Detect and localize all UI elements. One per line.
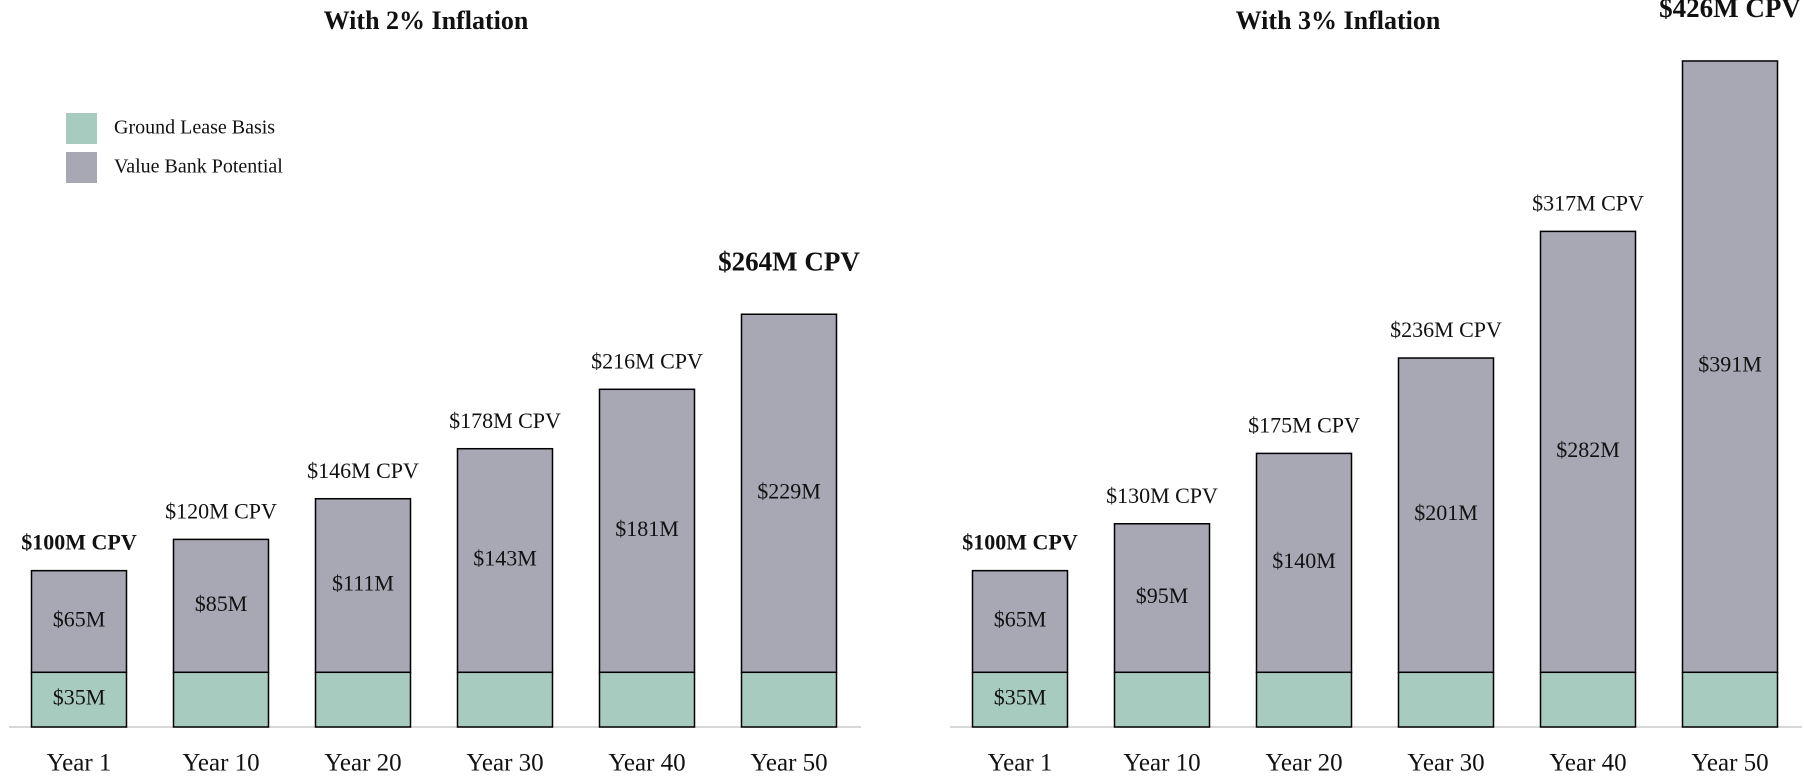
value-label: $85M <box>195 591 248 616</box>
bar-segment <box>456 671 554 728</box>
value-label: $111M <box>332 571 394 596</box>
total-label: $100M CPV <box>962 530 1078 555</box>
total-label: $317M CPV <box>1532 190 1644 215</box>
x-tick-label: Year 30 <box>466 750 543 777</box>
bar-segment <box>740 313 838 674</box>
chart-title: With 2% Inflation <box>324 6 529 35</box>
bar-segment <box>1113 523 1211 674</box>
total-label: $175M CPV <box>1248 412 1360 437</box>
bar-segment <box>30 569 128 674</box>
value-label: $391M <box>1698 352 1762 377</box>
value-label: $181M <box>615 516 679 541</box>
total-label: $216M CPV <box>591 348 703 373</box>
total-label: $100M CPV <box>21 530 137 555</box>
bar-segment <box>314 671 412 728</box>
value-label: $201M <box>1414 500 1478 525</box>
bar-segment <box>1681 671 1779 728</box>
bar-segment <box>1539 671 1637 728</box>
value-label: $65M <box>994 607 1047 632</box>
legend-label: Ground Lease Basis <box>114 117 275 139</box>
value-label: $229M <box>757 478 821 503</box>
bar-segment <box>1397 671 1495 728</box>
x-tick-label: Year 40 <box>608 750 685 777</box>
x-tick-label: Year 40 <box>1549 750 1626 777</box>
bar-segment <box>1539 230 1637 674</box>
x-tick-label: Year 20 <box>1265 750 1342 777</box>
bar-segment <box>598 388 696 674</box>
value-label: $282M <box>1556 437 1620 462</box>
bar-segment <box>172 538 270 674</box>
bar-segment <box>314 497 412 674</box>
total-label: $426M CPV <box>1659 0 1801 23</box>
bar-segment <box>1681 60 1779 674</box>
value-label: $35M <box>53 685 106 710</box>
bar-segment <box>1255 671 1353 728</box>
x-tick-label: Year 50 <box>750 750 827 777</box>
value-label: $140M <box>1272 548 1336 573</box>
bar-segment <box>1397 357 1495 674</box>
value-label: $143M <box>473 546 537 571</box>
bar-segment <box>456 447 554 674</box>
bar-segment <box>971 569 1069 674</box>
value-label: $65M <box>53 607 106 632</box>
x-tick-label: Year 1 <box>47 750 112 777</box>
bar-segment <box>598 671 696 728</box>
chart-title: With 3% Inflation <box>1236 6 1441 35</box>
total-label: $264M CPV <box>718 246 860 276</box>
total-label: $236M CPV <box>1390 317 1502 342</box>
x-tick-label: Year 20 <box>324 750 401 777</box>
total-label: $120M CPV <box>165 498 277 523</box>
total-label: $178M CPV <box>449 408 561 433</box>
bar-segment <box>971 671 1069 728</box>
bar-segment <box>1113 671 1211 728</box>
value-label: $95M <box>1136 583 1189 608</box>
legend-swatch <box>66 113 97 144</box>
bar-segment <box>172 671 270 728</box>
x-tick-label: Year 10 <box>1123 750 1200 777</box>
bar-segment <box>1255 452 1353 674</box>
value-label: $35M <box>994 685 1047 710</box>
bar-segment <box>30 671 128 728</box>
total-label: $130M CPV <box>1106 483 1218 508</box>
bar-segment <box>740 671 838 728</box>
total-label: $146M CPV <box>307 458 419 483</box>
x-tick-label: Year 1 <box>988 750 1053 777</box>
legend-swatch <box>66 152 97 183</box>
x-tick-label: Year 30 <box>1407 750 1484 777</box>
x-tick-label: Year 50 <box>1691 750 1768 777</box>
x-tick-label: Year 10 <box>182 750 259 777</box>
legend-label: Value Bank Potential <box>114 156 283 178</box>
